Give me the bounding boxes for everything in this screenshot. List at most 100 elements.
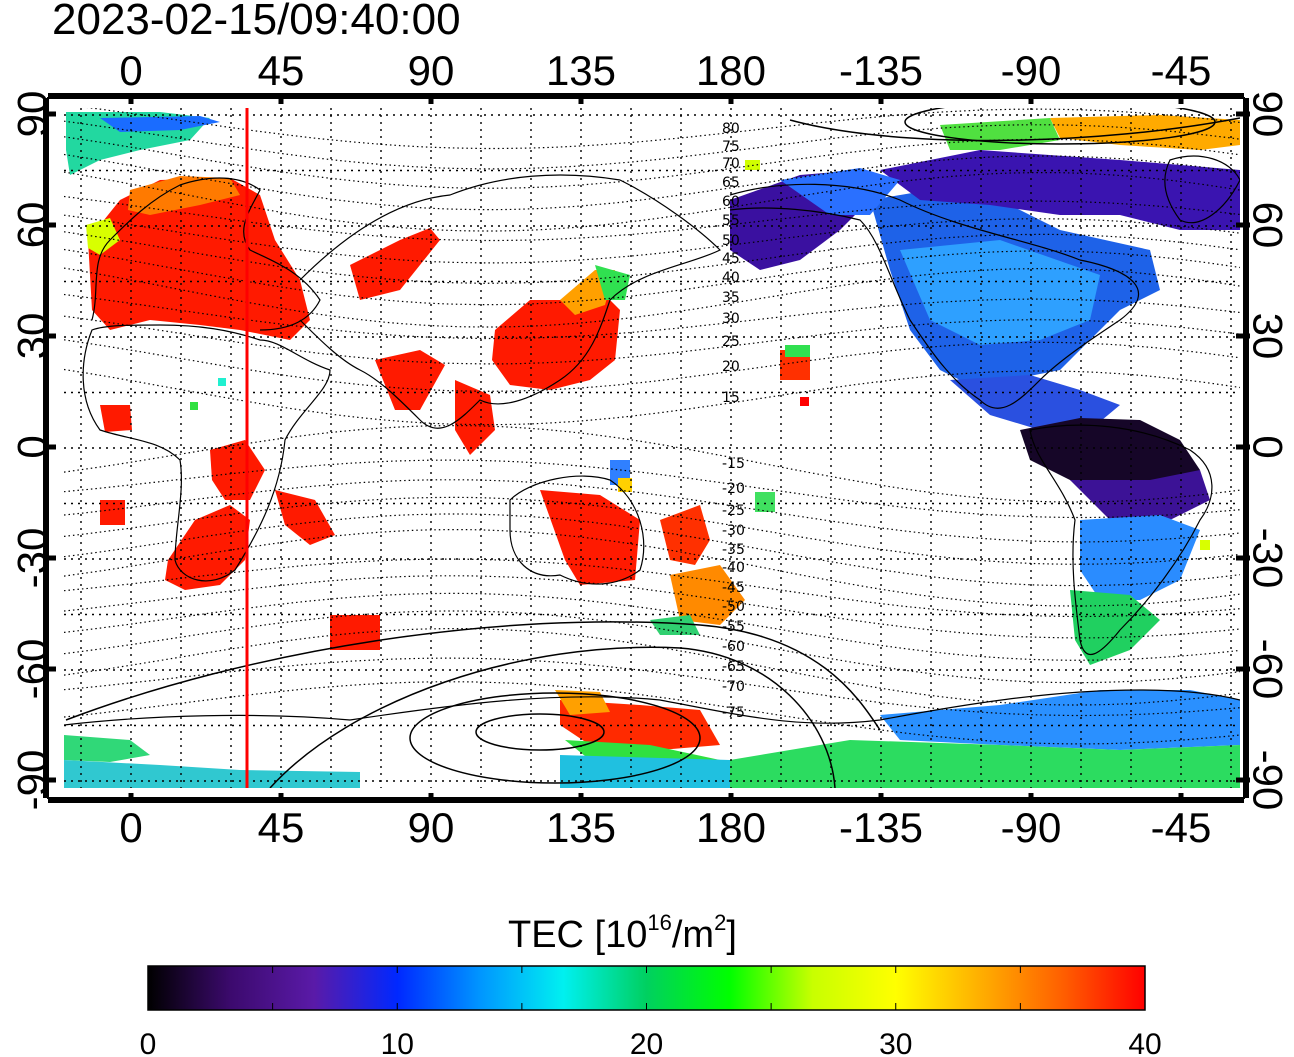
- magnetic-latitude-label: -70: [722, 679, 745, 695]
- colorbar-minor-ticks: [147, 966, 1146, 1010]
- longitude-tick-label-bottom: 0: [119, 804, 142, 851]
- longitude-tick-label-bottom: -135: [839, 804, 923, 851]
- magnetic-latitude-label: -65: [722, 659, 745, 675]
- magnetic-latitude-label: -55: [722, 619, 745, 635]
- tec-patch-sw-antarctic-green: [64, 735, 150, 762]
- coast-africa: [82, 324, 331, 582]
- tec-patch-south-america-green: [1070, 590, 1160, 665]
- longitude-tick-label-bottom: 180: [696, 804, 766, 851]
- magnetic-latitude-label: 30: [722, 311, 740, 327]
- coast-greenland: [1164, 155, 1240, 224]
- tec-patch-sw-antarctic-cyan: [64, 760, 360, 788]
- tec-patch-japan-green: [595, 265, 630, 300]
- magnetic-latitude-label: -25: [722, 503, 745, 519]
- longitude-ticks-top: 0 45 90 135 180 -135 -90 -45: [48, 47, 1244, 104]
- longitude-tick-label-bottom: 135: [546, 804, 616, 851]
- latitude-tick-label-right: 0: [1244, 435, 1291, 458]
- coast-antarctica: [64, 689, 1240, 726]
- magnetic-latitude-label: -20: [722, 481, 745, 497]
- tec-patch-iberia-yellow: [86, 218, 120, 255]
- magnetic-latitude-label: 15: [722, 390, 740, 406]
- colorbar-tick-label: 0: [140, 1028, 157, 1057]
- tec-patch-east-africa: [210, 440, 265, 500]
- coast-north-america: [729, 183, 1140, 409]
- geomagnetic-pole-contours: [65, 108, 1240, 788]
- tec-patch-antarctic-blue: [880, 690, 1240, 750]
- magnetic-latitude-label: -60: [722, 639, 745, 655]
- colorbar-tick-label: 40: [1128, 1028, 1161, 1057]
- longitude-tick-label-bottom: -90: [1001, 804, 1062, 851]
- tec-patch-europe-orange: [128, 176, 240, 215]
- latitude-tick-label-right: 60: [1244, 202, 1291, 249]
- longitude-tick-label-top: -90: [1001, 47, 1062, 94]
- colorbar-title-exponent: 16: [647, 910, 672, 935]
- coastlines: [64, 155, 1240, 726]
- longitude-tick-label-top: 0: [119, 47, 142, 94]
- tec-patch-amazon-purple: [1070, 470, 1210, 520]
- latitude-tick-label-right: -30: [1244, 528, 1291, 589]
- longitude-tick-label-bottom: 90: [408, 804, 455, 851]
- colorbar-title-unit: /m: [671, 914, 715, 956]
- magnetic-latitude-label: 25: [722, 334, 740, 350]
- tec-patch-west-africa: [100, 405, 132, 525]
- magnetic-latitude-label: 80: [722, 121, 740, 137]
- magnetic-latitude-label: 35: [722, 290, 740, 306]
- longitude-tick-label-top: -45: [1151, 47, 1212, 94]
- tec-patch-south-america-blue: [1080, 515, 1200, 600]
- tec-pixel: [785, 345, 810, 357]
- magnetic-latitude-label: 50: [722, 233, 740, 249]
- colorbar-title-unit-exponent: 2: [714, 910, 727, 935]
- magnetic-latitude-label: 55: [722, 213, 740, 229]
- longitude-ticks-bottom: 0 45 90 135 180 -135 -90 -45: [48, 793, 1244, 851]
- colorbar-tick-label: 30: [879, 1028, 912, 1057]
- tec-pixel: [800, 397, 809, 406]
- coast-south-america: [1029, 424, 1213, 655]
- magnetic-latitude-label: -30: [722, 523, 745, 539]
- coast-europe: [91, 177, 321, 331]
- longitude-tick-label-top: 45: [258, 47, 305, 94]
- tec-patch-tasman-green: [650, 615, 700, 635]
- tec-patch-antarctic-green: [730, 740, 1240, 788]
- latitude-tick-label-right: 30: [1244, 313, 1291, 360]
- magnetic-latitude-label: -35: [722, 542, 745, 558]
- longitude-tick-label-top: 180: [696, 47, 766, 94]
- tec-patch-se-asia: [455, 380, 495, 455]
- tec-patch-alaska-blue: [780, 168, 900, 215]
- longitude-tick-label-top: -135: [839, 47, 923, 94]
- tec-data-layer: [64, 112, 1240, 788]
- magnetic-latitude-label: -15: [722, 456, 745, 472]
- magnetic-latitude-contours: [64, 108, 1240, 745]
- magnetic-latitude-label: -40: [722, 560, 745, 576]
- map-plot-area: [64, 108, 1240, 788]
- magnetic-latitude-label: 60: [722, 194, 740, 210]
- colorbar-title-main: TEC [10: [508, 914, 648, 956]
- magnetic-latitude-label: -75: [722, 705, 745, 721]
- colorbar-tick-labels: 0 10 20 30 40: [140, 1028, 1162, 1057]
- longitude-tick-label-bottom: 45: [258, 804, 305, 851]
- tec-pixel: [1200, 540, 1210, 550]
- latitude-ticks-right: 90 60 30 0 -30 -60 -90: [1236, 91, 1291, 811]
- tec-patch-australia: [540, 490, 640, 585]
- magnetic-latitude-label: 70: [722, 156, 740, 172]
- tec-pixel: [755, 492, 775, 512]
- tec-patch-south-africa: [165, 505, 250, 590]
- timestamp-title: 2023-02-15/09:40:00: [52, 0, 461, 44]
- latitude-tick-label-right: -60: [1244, 639, 1291, 700]
- latitude-tick-label-right: 90: [1244, 91, 1291, 138]
- latitude-tick-label-right: -90: [1244, 750, 1291, 811]
- longitude-tick-label-top: 90: [408, 47, 455, 94]
- magnetic-latitude-label: 45: [722, 251, 740, 267]
- tec-patch-arctic-green: [940, 118, 1060, 150]
- tec-patch-india: [375, 350, 445, 410]
- tec-pixel: [618, 478, 632, 492]
- magnetic-latitude-label: 65: [722, 175, 740, 191]
- magnetic-latitude-label: 75: [722, 139, 740, 155]
- longitude-tick-label-bottom: -45: [1151, 804, 1212, 851]
- magnetic-latitude-label: 40: [722, 270, 740, 286]
- coast-australia: [509, 475, 645, 585]
- tec-patch-central-america: [950, 375, 1120, 430]
- colorbar-tick-label: 10: [381, 1028, 414, 1057]
